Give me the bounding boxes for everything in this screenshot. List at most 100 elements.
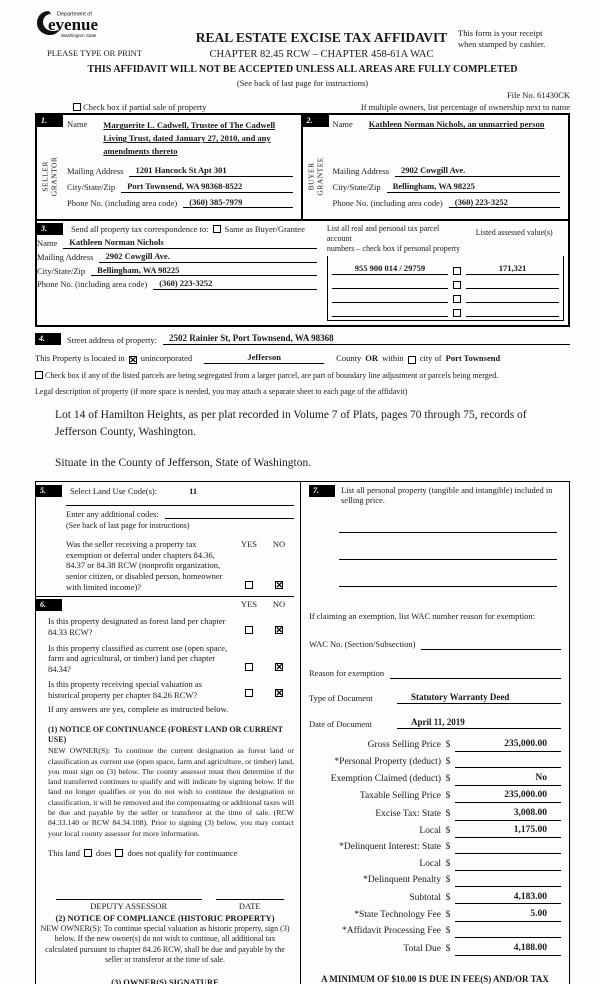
- assessed-value-4[interactable]: [466, 316, 559, 317]
- historical-yes-checkbox[interactable]: [245, 689, 253, 698]
- reason-value[interactable]: [390, 677, 561, 679]
- city-name-value[interactable]: Port Townsend: [445, 353, 501, 364]
- additional-codes-value[interactable]: [164, 518, 294, 520]
- assessor-signature-lines[interactable]: [56, 898, 284, 900]
- form-header: evenue Department of Washington State PL…: [35, 8, 570, 61]
- personal-property-line-2[interactable]: [339, 550, 557, 560]
- same-as-buyer-checkbox[interactable]: [212, 225, 221, 234]
- fee-row-delinq-int-state: *Delinquent Interest: State $: [309, 842, 561, 855]
- assessed-value-2[interactable]: [466, 288, 559, 289]
- parcel-row: [331, 281, 559, 289]
- exemption-claimed-value[interactable]: No: [455, 773, 561, 786]
- dollar-sign: $: [445, 926, 451, 937]
- delinquent-penalty-value[interactable]: [455, 876, 561, 888]
- buyer-city-value[interactable]: Bellingham, WA 98225: [386, 181, 560, 193]
- delinquent-interest-state-value[interactable]: [455, 843, 561, 855]
- parcel-row: [331, 309, 559, 317]
- parcel-row: [331, 295, 559, 303]
- exemption-yes-checkbox[interactable]: [245, 580, 253, 589]
- form-chapter: CHAPTER 82.45 RCW – CHAPTER 458-61A WAC: [209, 48, 434, 60]
- exemption-no-checkbox[interactable]: [275, 580, 283, 591]
- parcel-personal-checkbox-4[interactable]: [453, 309, 462, 317]
- seller-phone-value[interactable]: (360) 385-7979: [183, 197, 293, 209]
- corr-phone-value[interactable]: (360) 223-3252: [153, 278, 317, 290]
- assessed-value-3[interactable]: [466, 302, 559, 303]
- taxable-selling-price-value[interactable]: 235,000.00: [455, 790, 561, 804]
- logo-sub-text: Washington State: [61, 33, 97, 38]
- does-not-checkbox[interactable]: [115, 849, 124, 858]
- fee-row-taxable: Taxable Selling Price $235,000.00: [309, 790, 561, 804]
- delinquent-interest-local-value[interactable]: [455, 860, 561, 871]
- partial-sale-checkbox[interactable]: [73, 102, 81, 111]
- forest-yes-checkbox[interactable]: [245, 625, 253, 634]
- forest-no-checkbox[interactable]: [275, 625, 283, 636]
- buyer-name-value[interactable]: Kathleen Norman Nichols, an unmarried pe…: [368, 119, 545, 130]
- doc-date-value[interactable]: April 11, 2019: [397, 717, 561, 730]
- dollar-sign: $: [445, 842, 451, 853]
- corr-mailing-value[interactable]: 2902 Cowgill Ave.: [99, 251, 317, 263]
- fee-row-affidavit-fee: *Affidavit Processing Fee $: [309, 926, 561, 939]
- personal-property-line-3[interactable]: [339, 577, 557, 587]
- corr-name-value[interactable]: Kathleen Norman Nichols: [63, 237, 317, 249]
- personal-property-line-1[interactable]: [339, 523, 557, 533]
- buyer-mailing-label: Mailing Address: [332, 166, 389, 177]
- affidavit-processing-fee-value[interactable]: [455, 927, 561, 939]
- no-header-6: NO: [272, 599, 286, 610]
- or-label: OR: [365, 353, 378, 364]
- current-use-question: Is this property classified as current u…: [48, 643, 294, 675]
- street-address-label: Street address of property:: [67, 334, 157, 345]
- dollar-sign: $: [445, 756, 451, 767]
- seller-mailing-value[interactable]: 1201 Hancock St Apt 301: [129, 165, 293, 177]
- doc-type-value[interactable]: Statutory Warranty Deed: [397, 692, 561, 704]
- buyer-city-label: City/State/Zip: [332, 182, 381, 192]
- current-use-yes-checkbox[interactable]: [245, 662, 253, 671]
- buyer-phone-value[interactable]: (360) 223-3252: [448, 197, 560, 209]
- corr-city-value[interactable]: Bellingham, WA 98225: [91, 265, 317, 277]
- historical-no-checkbox[interactable]: [275, 688, 283, 699]
- land-use-code-value[interactable]: 11: [189, 485, 198, 496]
- fee-row-gross: Gross Selling Price $235,000.00: [309, 739, 561, 753]
- unincorporated-checkbox[interactable]: [128, 355, 137, 366]
- fee-row-exemption: Exemption Claimed (deduct) $ No: [309, 773, 561, 786]
- parcel-personal-checkbox-2[interactable]: [453, 281, 462, 289]
- dollar-sign: $: [445, 943, 451, 954]
- subtotal-value[interactable]: 4,183.00: [455, 892, 561, 905]
- current-use-no-checkbox[interactable]: [275, 662, 283, 673]
- assessed-value-1[interactable]: 171,321: [466, 263, 559, 275]
- gross-selling-price-value[interactable]: 235,000.00: [455, 739, 561, 753]
- parcel-number-1[interactable]: 955 900 014 / 29759: [331, 263, 449, 275]
- does-checkbox[interactable]: [83, 849, 92, 858]
- parcel-personal-checkbox-1[interactable]: [453, 267, 462, 275]
- parcel-personal-checkbox-3[interactable]: [453, 295, 462, 303]
- buyer-mailing-value[interactable]: 2902 Cowgill Ave.: [394, 165, 560, 177]
- street-address-value[interactable]: 2502 Rainier St, Port Townsend, WA 98368: [162, 333, 570, 346]
- personal-property-label: List all personal property (tangible and…: [341, 484, 553, 506]
- personal-property-deduct-value[interactable]: [455, 757, 561, 769]
- legal-description-text[interactable]: Lot 14 of Hamilton Heights, as per plat …: [55, 408, 527, 438]
- see-back-note: (See back of last page for instructions): [236, 77, 369, 88]
- excise-state-value[interactable]: 3,008.00: [455, 808, 561, 821]
- parcel-number-3[interactable]: [331, 302, 449, 303]
- total-due-value[interactable]: 4,188.00: [455, 943, 561, 956]
- section-5-number: 5.: [36, 484, 62, 497]
- parcel-number-4[interactable]: [331, 316, 449, 317]
- seller-section: 1. SELLER GRANTOR Name Marguerite L. Cadw…: [37, 115, 303, 220]
- seller-name-value[interactable]: Marguerite L. Cadwell, Trustee of The Ca…: [103, 120, 276, 156]
- county-name-value[interactable]: Jefferson: [204, 352, 325, 364]
- wac-value[interactable]: [421, 649, 561, 651]
- segregated-checkbox[interactable]: [35, 370, 43, 379]
- multiple-owners-note: If multiple owners, list percentage of o…: [360, 101, 570, 112]
- seller-city-value[interactable]: Port Townsend, WA 98368-8522: [121, 181, 293, 193]
- dollar-sign: $: [445, 892, 451, 903]
- legal-situate-text[interactable]: Situate in the County of Jefferson, Stat…: [55, 457, 312, 470]
- this-land-label: This land: [48, 847, 80, 858]
- parcel-number-2[interactable]: [331, 288, 449, 289]
- dollar-sign: $: [445, 858, 451, 869]
- does-not-label: does not qualify for continuance: [127, 847, 238, 858]
- dollar-sign: $: [445, 740, 451, 751]
- divider: [66, 504, 294, 506]
- state-technology-fee-value[interactable]: 5.00: [455, 909, 561, 922]
- historical-question: Is this property receiving special valua…: [48, 679, 294, 700]
- city-checkbox[interactable]: [407, 355, 416, 364]
- excise-local-value[interactable]: 1,175.00: [455, 825, 561, 838]
